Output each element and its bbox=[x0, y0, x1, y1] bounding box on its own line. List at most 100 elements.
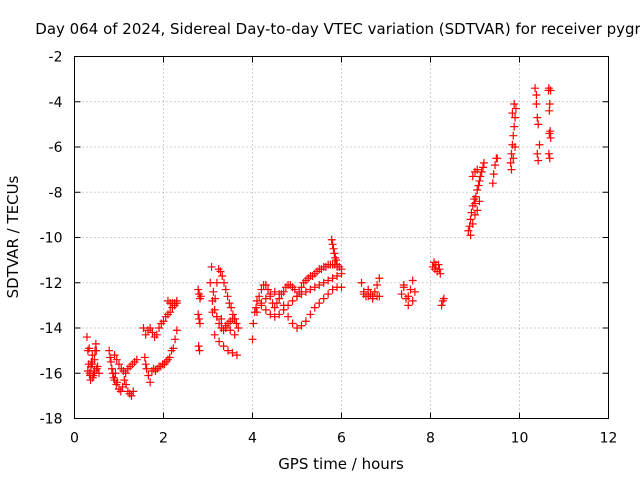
data-point bbox=[466, 215, 475, 224]
data-point bbox=[471, 210, 479, 219]
data-point bbox=[545, 106, 554, 115]
data-point bbox=[279, 287, 288, 296]
data-point bbox=[141, 330, 150, 339]
data-point bbox=[546, 133, 555, 142]
data-point bbox=[319, 294, 328, 303]
y-tick-label: -6 bbox=[49, 140, 63, 156]
data-point bbox=[533, 149, 542, 158]
data-point bbox=[194, 310, 203, 319]
y-tick-label: -8 bbox=[49, 185, 63, 201]
data-point bbox=[172, 326, 181, 335]
data-point bbox=[477, 167, 486, 176]
data-point bbox=[132, 355, 141, 364]
data-point bbox=[333, 260, 342, 269]
data-point bbox=[475, 176, 484, 185]
data-point bbox=[535, 140, 544, 149]
data-point bbox=[228, 348, 237, 357]
data-point bbox=[166, 308, 175, 317]
data-point bbox=[82, 333, 91, 342]
data-point bbox=[284, 312, 293, 321]
data-point bbox=[127, 391, 136, 400]
data-point bbox=[110, 351, 119, 360]
data-point bbox=[85, 344, 94, 353]
data-point bbox=[293, 324, 301, 332]
data-point bbox=[408, 296, 417, 305]
y-tick-label: -4 bbox=[49, 95, 63, 111]
data-point bbox=[370, 287, 379, 296]
data-point bbox=[106, 357, 115, 366]
data-markers bbox=[82, 84, 555, 400]
data-point bbox=[375, 274, 384, 283]
data-point bbox=[226, 326, 235, 335]
data-point bbox=[290, 285, 299, 294]
data-point bbox=[297, 290, 306, 299]
data-point bbox=[293, 292, 301, 301]
data-point bbox=[141, 360, 150, 369]
data-point bbox=[120, 376, 129, 385]
data-point bbox=[534, 156, 543, 165]
data-point bbox=[489, 170, 498, 179]
data-point bbox=[468, 172, 477, 181]
data-point bbox=[439, 294, 448, 303]
gridlines bbox=[74, 56, 609, 419]
data-point bbox=[208, 308, 217, 317]
data-point bbox=[224, 346, 233, 355]
data-point bbox=[218, 271, 227, 280]
data-point bbox=[146, 324, 155, 332]
x-tick-label: 4 bbox=[248, 431, 257, 447]
data-point bbox=[172, 299, 181, 308]
data-point bbox=[129, 387, 138, 396]
data-point bbox=[94, 369, 103, 378]
data-point bbox=[315, 299, 324, 308]
data-point bbox=[337, 283, 346, 292]
data-point bbox=[209, 287, 218, 296]
data-point bbox=[533, 113, 542, 122]
data-point bbox=[106, 353, 115, 362]
data-point bbox=[288, 319, 297, 328]
data-point bbox=[223, 292, 232, 301]
data-point bbox=[208, 296, 217, 305]
data-point bbox=[86, 371, 95, 380]
x-tick-label: 0 bbox=[70, 431, 79, 447]
data-point bbox=[373, 281, 382, 290]
data-point bbox=[328, 274, 337, 283]
data-point bbox=[90, 366, 99, 375]
data-point bbox=[434, 260, 443, 269]
data-point bbox=[507, 149, 516, 158]
data-point bbox=[297, 283, 306, 292]
data-point bbox=[534, 120, 543, 129]
data-point bbox=[270, 312, 279, 321]
data-point bbox=[195, 314, 204, 323]
data-point bbox=[159, 317, 168, 326]
data-point bbox=[545, 100, 554, 109]
data-point bbox=[212, 278, 221, 287]
data-point bbox=[112, 355, 121, 364]
data-point bbox=[319, 278, 328, 287]
data-point bbox=[206, 278, 215, 287]
data-point bbox=[165, 353, 174, 362]
data-point bbox=[468, 219, 477, 228]
data-point bbox=[270, 287, 279, 296]
data-point bbox=[261, 294, 270, 303]
data-point bbox=[473, 165, 482, 174]
data-point bbox=[329, 244, 338, 253]
data-point bbox=[324, 276, 333, 285]
data-point bbox=[146, 378, 155, 387]
data-point bbox=[375, 292, 384, 301]
data-point bbox=[301, 317, 310, 326]
data-point bbox=[511, 143, 520, 151]
data-point bbox=[544, 149, 553, 158]
data-point bbox=[301, 287, 310, 296]
data-point bbox=[248, 335, 257, 344]
data-point bbox=[219, 342, 228, 351]
data-point bbox=[210, 330, 219, 339]
data-point bbox=[397, 290, 406, 299]
data-point bbox=[139, 324, 148, 332]
data-point bbox=[255, 292, 264, 301]
data-point bbox=[105, 346, 114, 355]
data-point bbox=[357, 278, 366, 287]
x-tick-label: 10 bbox=[511, 431, 529, 447]
data-point bbox=[327, 235, 336, 244]
data-point bbox=[435, 265, 444, 274]
